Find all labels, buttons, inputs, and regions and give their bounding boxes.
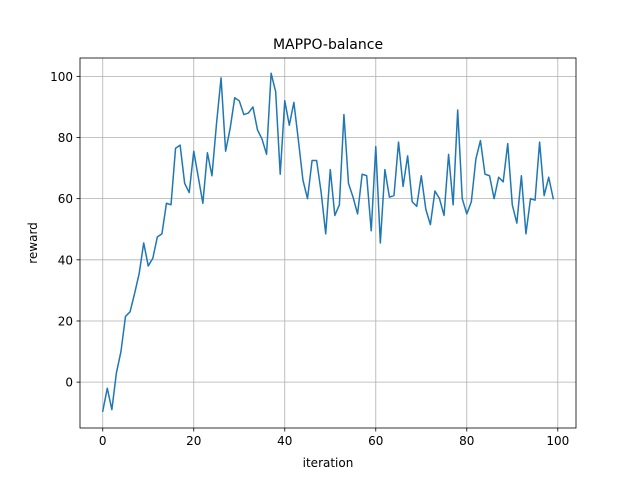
y-tick-label: 20 xyxy=(58,314,73,328)
plot-frame xyxy=(79,57,577,429)
y-tick-label: 80 xyxy=(58,131,73,145)
chart-title: MAPPO-balance xyxy=(273,37,383,53)
x-tick-label: 80 xyxy=(459,434,474,448)
x-tick-label: 60 xyxy=(368,434,383,448)
x-axis: 0 20 40 60 80 100 xyxy=(99,428,569,448)
y-tick-label: 100 xyxy=(50,70,73,84)
y-axis: 0 20 40 60 80 100 xyxy=(50,70,80,390)
series-group xyxy=(101,72,555,413)
series-line xyxy=(101,72,555,413)
x-tick-label: 40 xyxy=(277,434,292,448)
x-axis-label: iteration xyxy=(303,456,354,470)
y-tick-label: 0 xyxy=(65,376,73,390)
y-axis-label: reward xyxy=(26,222,40,264)
x-tick-label: 0 xyxy=(99,434,107,448)
y-tick-label: 60 xyxy=(58,192,73,206)
y-tick-label: 40 xyxy=(58,253,73,267)
x-tick-label: 100 xyxy=(546,434,569,448)
x-tick-label: 20 xyxy=(186,434,201,448)
